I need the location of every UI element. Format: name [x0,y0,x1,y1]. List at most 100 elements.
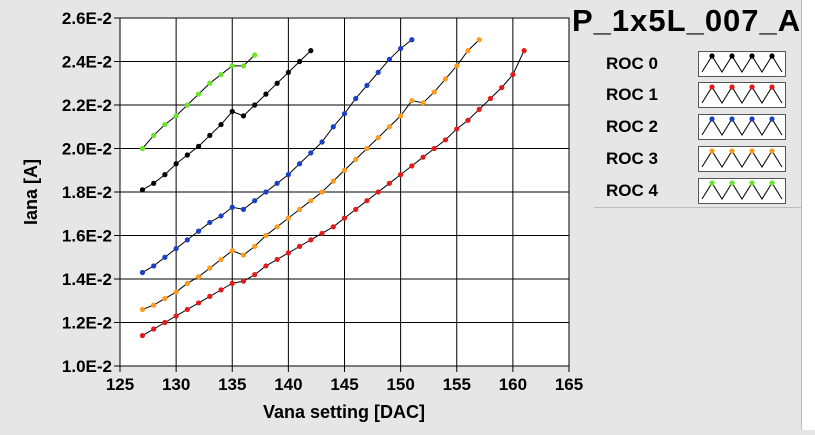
y-tick-label: 2.6E-2 [62,9,112,28]
data-point-roc-3 [386,124,392,130]
data-point-roc-1 [162,319,168,326]
data-point-roc-3 [341,167,348,173]
data-point-roc-0 [240,113,247,119]
data-point-roc-3 [330,178,336,184]
legend-entry-roc-0[interactable]: ROC 0 [594,48,794,79]
swatch-marker [729,148,735,154]
data-point-roc-2 [398,45,404,52]
data-point-roc-0 [173,161,179,167]
data-point-roc-2 [353,95,359,102]
data-point-roc-2 [218,213,224,219]
y-tick-label: 2.0E-2 [62,140,112,159]
data-point-roc-3 [398,113,404,119]
data-point-roc-4 [139,145,146,152]
x-tick-label: 150 [386,375,414,394]
legend-entry-roc-3[interactable]: ROC 3 [594,143,794,174]
data-point-roc-3 [240,252,247,258]
data-point-roc-2 [229,204,235,210]
data-point-roc-2 [263,189,269,195]
legend-label: ROC 0 [606,54,658,73]
data-point-roc-2 [151,263,157,269]
swatch-marker [769,148,775,154]
data-point-roc-4 [151,132,157,139]
data-point-roc-3 [297,206,303,212]
swatch-line [701,86,783,104]
legend-swatch [698,114,786,140]
y-axis-ticks: 1.0E-2 1.2E-2 1.4E-2 1.6E-2 1.8E-2 2.0E-2 2.2E… [62,9,120,376]
legend: ROC 0 ROC 1 ROC 2 ROC 3 ROC 4 [594,47,802,208]
data-point-roc-0 [297,58,303,65]
data-point-roc-4 [184,102,190,108]
data-point-roc-0 [274,80,280,86]
data-point-roc-0 [263,91,269,97]
legend-swatch [698,178,786,204]
data-point-roc-4 [240,63,247,69]
legend-entry-roc-4[interactable]: ROC 4 [594,175,794,206]
window-right-edge [801,0,815,430]
data-point-roc-2 [386,56,392,62]
data-point-roc-1 [173,313,179,319]
data-point-roc-1 [330,224,336,230]
data-point-roc-1 [252,272,258,278]
swatch-marker [709,84,715,90]
data-point-roc-3 [252,243,258,249]
legend-label: ROC 4 [606,181,658,200]
y-tick-label: 2.2E-2 [62,96,112,115]
data-point-roc-2 [240,206,247,212]
data-point-roc-3 [184,280,190,286]
data-point-roc-3 [442,76,449,82]
data-point-roc-0 [285,69,291,75]
data-point-roc-1 [499,85,505,91]
data-point-roc-3 [173,289,179,295]
x-tick-label: 145 [330,375,358,394]
data-point-roc-3 [151,302,157,308]
swatch-marker [769,180,775,186]
data-point-roc-4 [173,113,179,119]
data-point-roc-1 [454,126,460,132]
swatch-marker [709,180,715,186]
swatch-marker [749,180,755,186]
data-point-roc-1 [353,206,359,212]
data-point-roc-0 [184,152,190,158]
data-point-roc-3 [375,135,381,141]
data-point-roc-1 [263,263,269,269]
data-point-roc-2 [162,254,168,260]
data-point-roc-4 [195,91,202,97]
data-point-roc-3 [263,232,269,239]
series-line-roc-0 [142,50,312,191]
data-point-roc-4 [229,63,235,69]
swatch-marker [709,53,715,59]
x-tick-label: 155 [443,375,471,394]
legend-swatch [698,82,786,108]
swatch-line [701,182,783,200]
legend-label: ROC 3 [606,149,658,168]
swatch-marker [729,180,735,186]
data-point-roc-3 [274,224,280,230]
data-point-roc-2 [252,198,258,204]
y-tick-label: 1.6E-2 [62,227,112,246]
data-point-roc-1 [386,180,392,186]
data-point-roc-1 [297,243,303,249]
data-point-roc-2 [375,69,381,75]
data-point-roc-0 [218,121,224,128]
data-point-roc-1 [285,250,291,256]
data-point-roc-3 [218,256,224,263]
data-point-roc-2 [409,37,415,43]
data-point-roc-0 [207,132,213,139]
data-point-roc-0 [151,180,157,186]
data-point-roc-1 [319,230,325,236]
x-tick-label: 130 [162,375,190,394]
legend-entry-roc-1[interactable]: ROC 1 [594,79,794,110]
data-point-roc-1 [139,332,146,339]
data-point-roc-1 [510,71,516,78]
swatch-marker [769,53,775,59]
data-point-roc-2 [184,237,190,243]
swatch-marker [709,148,715,154]
y-tick-label: 1.2E-2 [62,314,112,333]
data-point-roc-1 [420,154,426,160]
x-tick-label: 165 [555,375,583,394]
data-point-roc-2 [297,161,303,167]
legend-entry-roc-2[interactable]: ROC 2 [594,111,794,142]
data-point-roc-1 [229,280,235,286]
